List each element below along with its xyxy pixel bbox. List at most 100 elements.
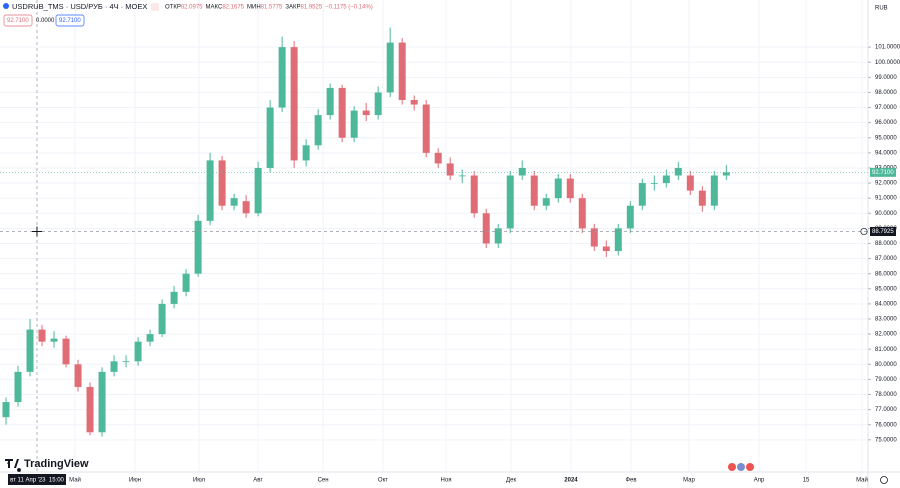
candle-body xyxy=(314,115,322,146)
y-tick-label: 96.0000 xyxy=(875,120,897,126)
candle-body xyxy=(650,183,658,184)
event-icon[interactable] xyxy=(728,463,736,471)
x-tick-label: Авг xyxy=(253,478,263,484)
candle-body xyxy=(26,329,34,372)
candle-body xyxy=(206,160,214,221)
candle-body xyxy=(182,273,190,292)
x-tick-label: Июл xyxy=(193,478,206,484)
candle-body xyxy=(290,47,298,161)
crosshair-time-label: вт 11 Апр '23 15:00 xyxy=(10,478,64,484)
x-tick-label: Мар xyxy=(683,478,695,484)
y-tick-label: 78.0000 xyxy=(875,392,897,398)
input-value: 92.7100 xyxy=(59,18,81,24)
y-tick-label: 83.0000 xyxy=(875,317,897,323)
candle-body xyxy=(302,145,310,161)
y-tick-label: 84.0000 xyxy=(875,301,897,307)
candle-body xyxy=(566,178,574,199)
y-tick-label: 94.0000 xyxy=(875,150,897,156)
x-tick-label: Сен xyxy=(318,478,329,484)
x-tick-label: Ноя xyxy=(441,478,452,484)
candle-body xyxy=(194,220,202,274)
inputs: 92.7100 0.0000 92.7100 xyxy=(3,14,85,27)
symbol[interactable]: USDRUB_TMS · USD/РУБ · 4Ч · MOEX xyxy=(12,2,147,11)
candle-body xyxy=(266,107,274,168)
last-price-box xyxy=(870,167,896,177)
y-tick-label: 87.0000 xyxy=(875,256,897,262)
candle-body xyxy=(458,175,466,177)
currency[interactable]: RUB xyxy=(875,6,888,12)
candle-body xyxy=(722,172,730,176)
candle-body xyxy=(170,291,178,304)
candle-body xyxy=(146,334,154,342)
brand-text[interactable]: TradingView xyxy=(24,458,89,470)
x-tick-label: 2024 xyxy=(564,478,578,484)
candle-body xyxy=(662,175,670,184)
crosshair-price-box xyxy=(870,227,896,237)
x-tick-label: 15 xyxy=(803,478,810,484)
brand: ⁷ TradingView xyxy=(5,456,89,473)
candle-body xyxy=(698,190,706,206)
candle-body xyxy=(422,104,430,153)
x-tick-label: Апр xyxy=(754,478,765,484)
y-tick-label: 80.0000 xyxy=(875,362,897,368)
last-price-label: 92.7100 xyxy=(872,170,894,176)
candle-body xyxy=(518,167,526,176)
y-tick-label: 92.0000 xyxy=(875,181,897,187)
candle-body xyxy=(254,167,262,214)
ohlc-legend: ОТКР 82.0975 МАКС 82.1675 МИН 81.5775 ЗАКР 81.9… xyxy=(165,5,373,11)
input-value: 92.7100 xyxy=(7,18,29,24)
candle-body xyxy=(326,87,334,116)
ohlc-label: МАКС xyxy=(206,5,223,11)
input-box xyxy=(3,14,33,27)
x-tick-label: Фев xyxy=(625,478,636,484)
ohlc-value: 82.1675 xyxy=(222,5,244,11)
y-tick-label: 76.0000 xyxy=(875,422,897,428)
x-tick-label: Окт xyxy=(378,478,388,484)
symbol-icon xyxy=(3,3,9,9)
y-tick-label: 85.0000 xyxy=(875,286,897,292)
flag-icon[interactable] xyxy=(151,3,159,11)
y-tick-label: 88.0000 xyxy=(875,241,897,247)
y-tick-label: 77.0000 xyxy=(875,407,897,413)
candle-body xyxy=(134,341,142,362)
y-tick-label: 81.0000 xyxy=(875,347,897,353)
candle-body xyxy=(614,228,622,252)
candle-body xyxy=(410,99,418,105)
candle-body xyxy=(602,246,610,252)
x-tick-label: Май xyxy=(856,477,868,484)
candle-body xyxy=(86,386,94,433)
candle-body xyxy=(446,163,454,176)
candle-body xyxy=(230,198,238,206)
candle-body xyxy=(494,228,502,244)
y-tick-label: 82.0000 xyxy=(875,332,897,338)
candle-body xyxy=(554,178,562,199)
ohlc-value: 82.0975 xyxy=(181,5,203,11)
candle-body xyxy=(398,42,406,100)
y-tick-label: 91.0000 xyxy=(875,196,897,202)
event-icons xyxy=(728,463,754,471)
candle-body xyxy=(374,92,382,116)
candle-body xyxy=(542,198,550,206)
candle-body xyxy=(482,213,490,244)
y-tick-label: 79.0000 xyxy=(875,377,897,383)
settings-icon[interactable] xyxy=(880,476,888,484)
candle-body xyxy=(638,183,646,206)
y-tick-label: 98.0000 xyxy=(875,90,897,96)
ohlc-value: 81.5775 xyxy=(261,5,283,11)
candle-body xyxy=(362,110,370,116)
ohlc-value: 81.9525 xyxy=(301,5,323,11)
y-tick-label: 75.0000 xyxy=(875,437,897,443)
candle-body xyxy=(506,175,514,229)
ohlc-label: ОТКР xyxy=(165,5,181,11)
crosshair-price-label: 88.7925 xyxy=(872,229,894,235)
candle-body xyxy=(470,175,478,214)
crosshair-plus xyxy=(860,227,868,236)
y-tick-label: 97.0000 xyxy=(875,105,897,111)
event-icon[interactable] xyxy=(737,463,745,471)
change: −0.1175 (−0.14%) xyxy=(325,5,373,11)
y-tick-label: 95.0000 xyxy=(875,135,897,141)
event-icon[interactable] xyxy=(746,463,754,471)
